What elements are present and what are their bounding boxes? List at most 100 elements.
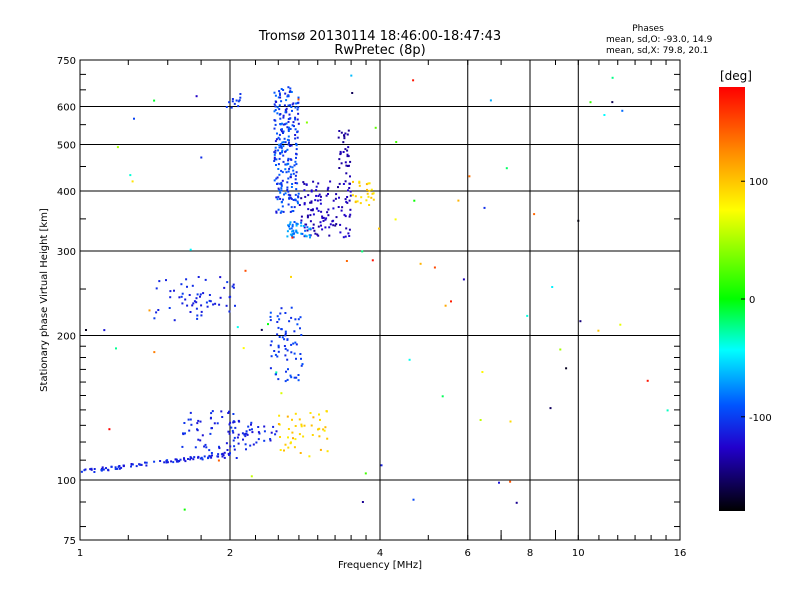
- data-point: [158, 280, 161, 283]
- data-point: [286, 148, 289, 151]
- data-point: [284, 111, 287, 114]
- data-point: [278, 336, 281, 338]
- data-point: [229, 421, 232, 424]
- data-point: [245, 448, 247, 451]
- title-line1: Tromsø 20130114 18:46:00-18:47:43: [258, 29, 501, 44]
- data-point: [292, 342, 295, 345]
- data-point: [90, 468, 93, 471]
- data-point: [346, 133, 349, 136]
- data-point: [276, 333, 279, 336]
- data-point: [200, 314, 203, 317]
- data-point: [293, 446, 296, 449]
- data-point: [290, 173, 293, 176]
- data-point: [509, 420, 512, 423]
- data-point: [297, 106, 300, 109]
- data-point: [297, 318, 300, 321]
- data-point: [348, 228, 351, 231]
- data-point: [289, 144, 291, 147]
- data-point: [294, 137, 297, 140]
- data-point: [282, 160, 285, 163]
- data-point: [223, 451, 226, 454]
- data-point: [611, 101, 614, 104]
- data-point: [250, 475, 253, 478]
- data-point: [228, 432, 231, 435]
- data-point: [189, 411, 192, 414]
- data-point: [309, 227, 312, 230]
- data-point: [291, 418, 293, 421]
- data-point: [286, 230, 289, 233]
- data-point: [290, 343, 293, 346]
- data-point: [347, 189, 349, 192]
- data-point: [300, 215, 303, 218]
- data-point: [229, 295, 232, 298]
- data-point: [304, 229, 307, 232]
- data-point: [277, 378, 280, 381]
- data-point: [275, 138, 278, 141]
- data-point: [509, 480, 512, 483]
- data-point: [217, 459, 220, 462]
- data-point: [359, 202, 362, 205]
- data-point: [279, 312, 282, 315]
- data-point: [290, 316, 293, 319]
- data-point: [196, 317, 199, 320]
- data-point: [284, 347, 287, 350]
- data-point: [300, 197, 303, 200]
- data-point: [276, 315, 279, 318]
- data-point: [319, 221, 322, 224]
- data-point: [321, 228, 324, 231]
- data-point: [290, 91, 293, 93]
- data-point: [129, 174, 132, 177]
- data-point: [165, 279, 167, 282]
- data-point: [334, 197, 337, 200]
- data-point: [319, 199, 322, 202]
- data-point: [320, 195, 322, 198]
- data-point: [284, 443, 287, 446]
- data-point: [344, 198, 347, 201]
- data-point: [324, 226, 327, 229]
- data-point: [275, 101, 278, 103]
- data-point: [291, 166, 294, 169]
- data-point: [335, 216, 338, 219]
- data-point: [237, 442, 240, 445]
- data-point: [237, 433, 240, 436]
- data-point: [273, 158, 276, 161]
- data-point: [279, 96, 282, 99]
- data-point: [332, 199, 335, 202]
- data-point: [187, 418, 190, 421]
- data-point: [208, 294, 211, 296]
- data-point: [228, 423, 231, 426]
- data-point: [282, 116, 285, 119]
- data-point: [223, 456, 226, 459]
- data-point: [284, 123, 287, 126]
- data-point: [310, 209, 313, 212]
- data-point: [233, 420, 236, 423]
- data-point: [294, 412, 297, 415]
- data-point: [340, 131, 343, 134]
- data-point: [231, 429, 234, 432]
- data-point: [153, 99, 156, 102]
- data-point: [320, 210, 323, 213]
- data-point: [290, 376, 293, 379]
- data-point: [302, 435, 305, 438]
- data-point: [292, 121, 295, 124]
- x-tick-label: 10: [572, 548, 585, 559]
- data-point: [100, 469, 103, 472]
- data-point: [200, 156, 203, 159]
- data-point: [294, 193, 297, 196]
- data-point: [526, 314, 529, 317]
- data-point: [290, 158, 293, 161]
- data-point: [211, 454, 213, 457]
- data-point: [293, 376, 296, 379]
- data-point: [201, 458, 204, 461]
- data-point: [293, 164, 296, 167]
- data-point: [284, 92, 287, 95]
- data-point: [299, 353, 302, 355]
- data-point: [218, 445, 220, 448]
- data-point: [296, 200, 299, 203]
- data-point: [183, 508, 186, 511]
- data-point: [312, 180, 315, 183]
- data-point: [145, 464, 148, 467]
- data-point: [280, 189, 283, 192]
- data-point: [294, 182, 297, 184]
- data-point: [263, 430, 266, 433]
